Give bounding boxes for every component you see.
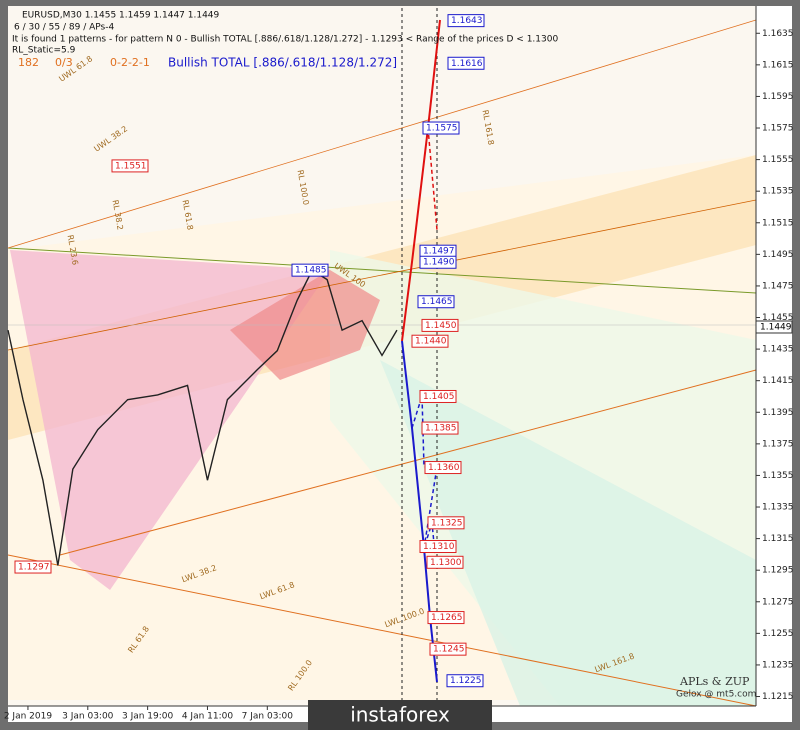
status: 0-2-2-1 <box>110 56 150 69</box>
price-label-box <box>426 555 464 569</box>
price-label: 1.1575 <box>426 124 458 134</box>
price-label: 1.1405 <box>423 392 455 402</box>
price-label: 1.1300 <box>430 558 462 568</box>
y-tick-label: 1.1535 <box>762 187 794 197</box>
trend-line <box>7 19 757 249</box>
trend-line <box>7 554 757 707</box>
x-tick-label: 3 Jan 19:00 <box>122 712 174 722</box>
trend-line <box>59 369 757 556</box>
price-label: 1.1440 <box>415 337 447 347</box>
last-price-box <box>755 320 793 334</box>
price-label: 1.1643 <box>451 16 483 26</box>
y-tick-label: 1.1255 <box>762 629 794 639</box>
y-tick-label: 1.1215 <box>762 692 794 702</box>
y-tick-label: 1.1555 <box>762 155 794 165</box>
price-label-box <box>421 318 459 332</box>
x-tick-label: 4 Jan 11:00 <box>182 712 234 722</box>
y-tick-label: 1.1395 <box>762 408 794 418</box>
y-tick-label: 1.1235 <box>762 660 794 670</box>
y-tick-label: 1.1415 <box>762 376 794 386</box>
y-tick-label: 1.1595 <box>762 92 794 102</box>
price-label: 1.1310 <box>423 542 455 552</box>
price-label: 1.1465 <box>421 297 453 307</box>
price-label: 1.1450 <box>425 321 457 331</box>
banner: instaforex <box>350 703 450 727</box>
price-label-box <box>424 461 462 475</box>
watermark: APLs & ZUP <box>679 675 750 688</box>
y-tick-label: 1.1475 <box>762 281 794 291</box>
y-tick-label: 1.1355 <box>762 471 794 481</box>
price-label: 1.1616 <box>451 59 483 69</box>
price-label: 1.1245 <box>433 645 465 655</box>
price-label: 1.1265 <box>431 613 463 623</box>
projection-up <box>401 19 441 342</box>
y-tick-label: 1.1455 <box>762 313 794 323</box>
price-label-box <box>429 642 467 656</box>
price-line <box>7 269 398 566</box>
y-tick-label: 1.1275 <box>762 597 794 607</box>
price-label-box <box>427 611 465 625</box>
price-label-box <box>427 516 465 530</box>
price-label: 1.1360 <box>428 463 460 473</box>
last-price: 1.1449 <box>760 322 792 332</box>
price-label-box <box>447 56 485 70</box>
header-line: 6 / 30 / 55 / 89 / APs-4 <box>14 23 114 33</box>
price-label: 1.1297 <box>18 563 50 573</box>
y-tick-label: 1.1375 <box>762 439 794 449</box>
y-tick-label: 1.1635 <box>762 29 794 39</box>
price-label: 1.1225 <box>450 676 482 686</box>
header-line: It is found 1 patterns - for pattern N 0… <box>12 35 558 45</box>
price-label-box <box>419 540 457 554</box>
price-label: 1.1490 <box>423 258 455 268</box>
price-label-box <box>14 560 52 574</box>
price-label: 1.1385 <box>425 424 457 434</box>
y-tick-label: 1.1575 <box>762 124 794 134</box>
price-label-box <box>111 159 149 173</box>
header-line: RL_Static=5.9 <box>12 46 76 56</box>
price-label: 1.1497 <box>423 247 455 257</box>
header-line: EURUSD,M30 1.1455 1.1459 1.1447 1.1449 <box>22 11 220 21</box>
price-label: 1.1325 <box>431 518 463 528</box>
y-tick-label: 1.1335 <box>762 503 794 513</box>
y-tick-label: 1.1495 <box>762 250 794 260</box>
y-tick-label: 1.1295 <box>762 566 794 576</box>
price-label: 1.1551 <box>115 161 147 171</box>
price-label-box <box>411 334 449 348</box>
price-label-box <box>419 389 457 403</box>
zone <box>380 360 756 706</box>
price-label-box <box>422 121 460 135</box>
watermark: Gelox @ mt5.com <box>676 690 756 700</box>
price-label-box <box>419 255 457 269</box>
x-tick-label: 2 Jan 2019 <box>4 712 52 722</box>
y-tick-label: 1.1315 <box>762 534 794 544</box>
x-tick-label: 7 Jan 03:00 <box>242 712 294 722</box>
price-label-box <box>421 421 459 435</box>
x-tick-label: 3 Jan 03:00 <box>62 712 114 722</box>
y-tick-label: 1.1615 <box>762 60 794 70</box>
trend-line <box>7 247 757 294</box>
status: 0/3 <box>55 56 73 69</box>
price-label-box <box>291 263 329 277</box>
projection-up <box>427 127 438 231</box>
status: 182 <box>18 56 39 69</box>
price-label: 1.1485 <box>295 266 327 276</box>
pattern-name: Bullish TOTAL [.886/.618/1.128/1.272] <box>168 56 397 70</box>
banner-bg <box>308 700 492 730</box>
y-tick-label: 1.1435 <box>762 345 794 355</box>
price-label-box <box>446 674 484 688</box>
price-label-box <box>447 14 485 28</box>
y-tick-label: 1.1515 <box>762 218 794 228</box>
price-label-box <box>417 295 455 309</box>
